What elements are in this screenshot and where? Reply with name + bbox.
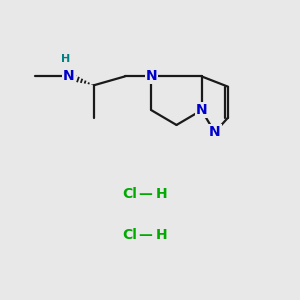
- Text: H: H: [156, 187, 168, 201]
- Text: H: H: [156, 228, 168, 242]
- Text: Cl: Cl: [122, 187, 137, 201]
- Text: Cl: Cl: [122, 228, 137, 242]
- Text: N: N: [146, 69, 157, 83]
- Text: N: N: [209, 125, 220, 139]
- Text: H: H: [61, 54, 71, 64]
- Text: N: N: [63, 69, 75, 83]
- Text: N: N: [196, 103, 207, 117]
- Text: —: —: [139, 228, 152, 242]
- Text: —: —: [139, 187, 152, 201]
